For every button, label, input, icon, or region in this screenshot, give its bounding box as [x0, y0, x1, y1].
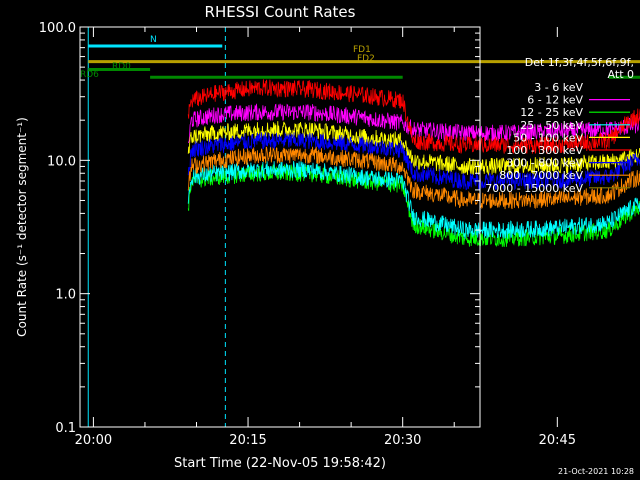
legend-entry-label-5: 100 - 300 keV	[506, 144, 583, 157]
y-tick-label-2: 1.0	[55, 288, 76, 303]
legend-entry-label-6: 300 - 800 keV	[506, 157, 583, 170]
y-tick-label-1: 10.0	[47, 154, 76, 169]
legend-entry-label-1: 6 - 12 keV	[527, 94, 583, 107]
series-line-3	[187, 161, 640, 239]
y-tick-label-0: 100.0	[39, 21, 76, 36]
segment-bar-label-2: FD2	[357, 54, 375, 64]
x-tick-label-2: 20:30	[384, 433, 421, 448]
legend-header-line-2: Att 0	[608, 68, 634, 81]
legend-entry-label-4: 50 - 100 keV	[513, 131, 583, 144]
y-axis-ticks: 100.0 10.0 1.0 0.1	[39, 21, 480, 436]
segment-bar-label-0: N	[150, 35, 157, 45]
y-axis-label: Count Rate (s⁻¹ detector segment⁻¹)	[15, 117, 29, 337]
chart-title: RHESSI Count Rates	[205, 3, 356, 21]
segment-bar-label-4: RD6	[80, 70, 99, 80]
legend-entry-label-2: 12 - 25 keV	[520, 106, 583, 119]
legend-entry-label-8: 7000 - 15000 keV	[485, 182, 583, 195]
legend-entry-label-0: 3 - 6 keV	[534, 81, 583, 94]
series-line-6	[187, 132, 640, 191]
series-line-5	[187, 79, 640, 154]
x-tick-label-3: 20:45	[539, 433, 576, 448]
timestamp: 21-Oct-2021 10:28	[558, 467, 634, 476]
legend-entry-label-3: 25 - 50 keV	[520, 119, 583, 132]
legend-header-line-1: Det 1f,3f,4f,5f,6f,9f,	[525, 56, 634, 69]
x-tick-label-1: 20:15	[229, 433, 266, 448]
segment-bar-label-1: FD1	[353, 45, 371, 55]
y-tick-label-3: 0.1	[55, 421, 76, 436]
series-line-1	[187, 103, 640, 144]
x-tick-label-0: 20:00	[75, 433, 112, 448]
series-line-7	[187, 146, 640, 210]
series-lines	[187, 79, 640, 248]
plot-frame	[79, 26, 481, 428]
segment-bar-label-3: RD0	[112, 62, 131, 72]
x-axis-label: Start Time (22-Nov-05 19:58:42)	[174, 456, 386, 471]
legend-entry-label-7: 800 - 7000 keV	[499, 169, 583, 182]
legend: Det 1f,3f,4f,5f,6f,9f, Att 0 3 - 6 keV6 …	[485, 56, 634, 195]
series-line-4	[187, 121, 640, 176]
